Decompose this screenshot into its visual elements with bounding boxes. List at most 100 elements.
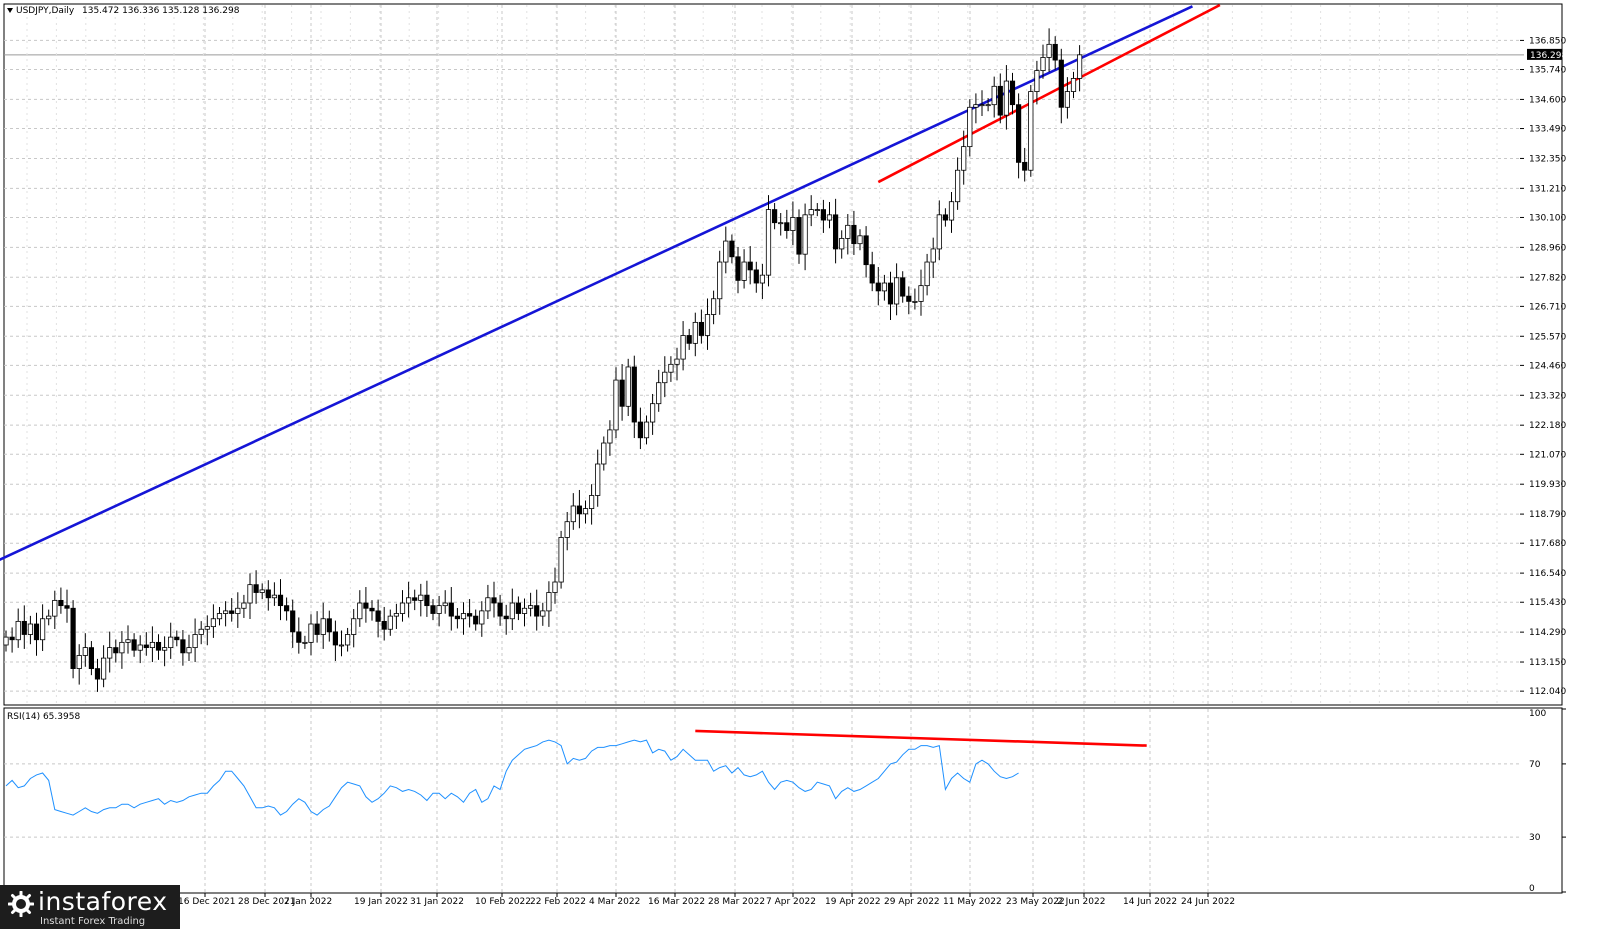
instaforex-tagline: Instant Forex Trading	[40, 916, 146, 927]
time-tick-label: 28 Mar 2022	[708, 897, 765, 907]
candle-body	[180, 639, 186, 654]
price-tick-label: 114.290	[1529, 628, 1566, 638]
candle-body	[52, 599, 58, 617]
candle-body	[369, 607, 375, 612]
candle-body	[247, 584, 253, 604]
candle-body	[326, 618, 332, 633]
candle-body	[534, 605, 540, 617]
candle-body	[1022, 161, 1028, 171]
price-tick-label: 122.180	[1529, 421, 1566, 431]
candle-body	[741, 261, 747, 281]
candle-body	[997, 85, 1003, 116]
candle-body	[113, 647, 119, 654]
candle-body	[21, 620, 27, 635]
candle-body	[692, 321, 698, 344]
candle-body	[936, 214, 942, 250]
candle-body	[863, 235, 869, 266]
candle-body	[101, 657, 107, 680]
candle-body	[674, 358, 680, 365]
candle-body	[338, 644, 345, 647]
candle-body	[887, 282, 894, 305]
candle-body	[826, 214, 833, 221]
candle-body	[552, 581, 558, 593]
candle-body	[259, 589, 265, 593]
candle-body	[973, 104, 979, 108]
candle-body	[40, 618, 46, 641]
red-rsi-trend-line	[695, 729, 1147, 747]
candle-body	[979, 104, 985, 107]
candle-body	[711, 298, 717, 315]
candle-body	[814, 209, 820, 211]
price-pane[interactable]	[3, 3, 1563, 706]
chart-symbol-label: USDJPY,Daily	[16, 6, 75, 16]
candle-body	[119, 641, 125, 654]
candle-body	[881, 282, 888, 292]
candle-body	[503, 615, 509, 620]
chart-menu-icon[interactable]	[7, 8, 13, 13]
candle-body	[515, 602, 522, 614]
candle-body	[540, 610, 546, 617]
candle-body	[473, 615, 479, 625]
time-tick-label: 28 Dec 2021	[238, 897, 296, 907]
candle-body	[308, 623, 314, 643]
candle-body	[485, 597, 491, 612]
candle-body	[955, 169, 961, 203]
price-tick-label: 134.600	[1529, 95, 1566, 105]
candle-body	[833, 214, 839, 250]
candle-body	[735, 256, 741, 281]
candle-body	[839, 238, 845, 250]
candle-body	[1028, 91, 1034, 171]
rsi-indicator-label: RSI(14) 65.3958	[7, 712, 80, 722]
candle-body	[131, 639, 137, 651]
time-tick-label: 23 May 2022	[1006, 897, 1065, 907]
candle-body	[1009, 80, 1016, 106]
candle-body	[1046, 43, 1052, 58]
candle-body	[875, 282, 881, 292]
candle-body	[570, 505, 576, 523]
candle-body	[747, 261, 753, 271]
rsi-tick-label: 0	[1529, 884, 1535, 894]
candle-body	[704, 314, 711, 336]
price-tick-label: 119.930	[1529, 480, 1566, 490]
candle-body	[302, 641, 308, 644]
candle-body	[229, 610, 235, 614]
candle-body	[765, 209, 772, 276]
candle-body	[70, 607, 76, 669]
candle-body	[662, 371, 668, 384]
candle-body	[143, 644, 149, 649]
price-tick-label: 121.070	[1529, 450, 1566, 460]
candle-body	[912, 300, 918, 303]
candle-body	[1003, 80, 1010, 116]
candle-body	[149, 641, 155, 649]
candle-body	[271, 594, 278, 599]
candle-body	[625, 366, 631, 407]
candle-body	[491, 597, 497, 604]
price-tick-label: 136.850	[1529, 36, 1566, 46]
candle-body	[15, 620, 21, 641]
candle-body	[619, 379, 625, 407]
candle-body	[64, 605, 70, 609]
candle-body	[851, 224, 857, 245]
candle-body	[753, 269, 759, 284]
current-price-badge: 136.298	[1527, 48, 1567, 61]
candle-body	[497, 602, 503, 617]
candle-body	[528, 605, 534, 609]
candle-body	[650, 403, 656, 423]
candle-body	[155, 641, 162, 651]
rsi-pane[interactable]	[3, 707, 1563, 894]
rsi-tick-label: 100	[1529, 709, 1546, 719]
candle-body	[235, 607, 241, 614]
time-tick-label: 16 Dec 2021	[178, 897, 236, 907]
candle-body	[1034, 70, 1040, 92]
candle-body	[717, 261, 723, 300]
candle-body	[985, 104, 991, 107]
price-tick-label: 128.960	[1529, 243, 1566, 253]
candle-body	[442, 602, 448, 607]
time-tick-label: 29 Apr 2022	[884, 897, 940, 907]
time-tick-label: 10 Feb 2022	[475, 897, 531, 907]
time-tick-label: 19 Jan 2022	[354, 897, 408, 907]
price-tick-label: 124.460	[1529, 361, 1566, 371]
price-tick-label: 132.350	[1529, 154, 1566, 164]
candle-body	[1064, 91, 1070, 108]
